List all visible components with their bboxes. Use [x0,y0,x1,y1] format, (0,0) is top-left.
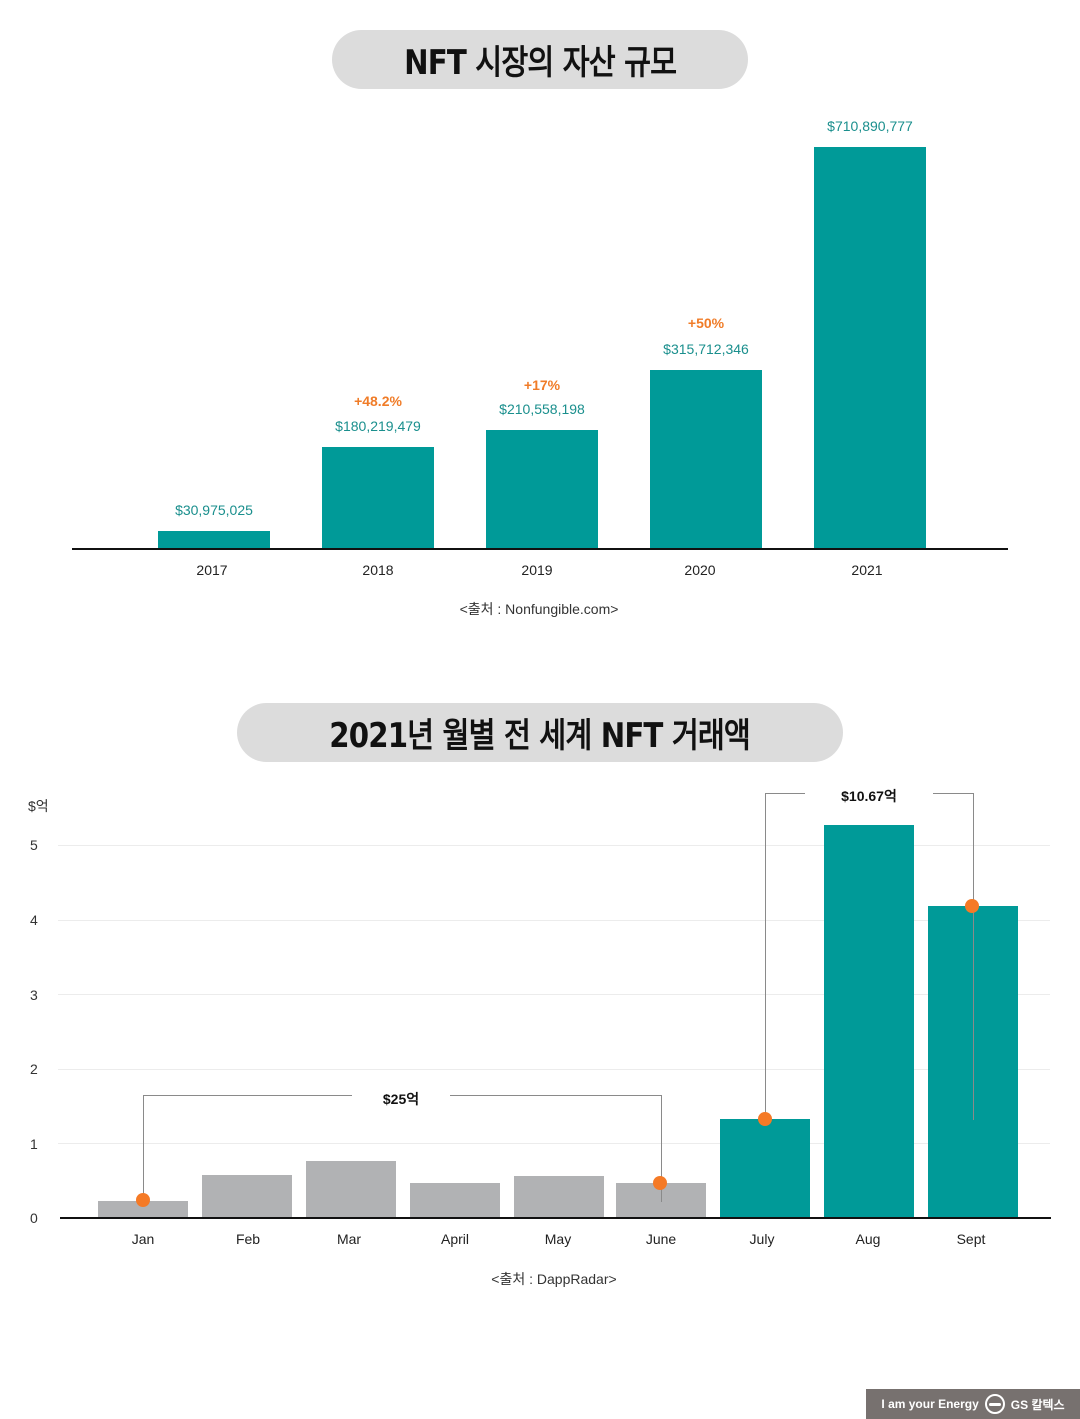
chart2-source: <출처 : DappRadar> [491,1271,617,1287]
y-tick-label: 2 [30,1061,38,1077]
chart1-title-text: NFT 시장의 자산 규모 [403,43,677,83]
bar-feb [202,1175,292,1218]
bracket-jan-june-label: $25억 [352,1089,450,1109]
x-tick-label: 2018 [362,562,394,578]
chart2-title-text: 2021년 월별 전 세계 NFT 거래액 [329,716,752,756]
footer-brand: GS 칼텍스 [1010,1397,1065,1412]
gridline [58,845,1050,846]
bar-value-label: $315,712,346 [663,341,749,357]
bar-value-label: $210,558,198 [499,401,585,417]
bar-jan [98,1201,188,1218]
growth-label: +48.2% [354,393,402,409]
gs-logo-icon [984,1394,1005,1414]
y-tick-label: 1 [30,1136,38,1152]
bar-2020 [650,370,762,549]
footer-brand-bar: I am your Energy GS 칼텍스 [866,1389,1080,1419]
bar-value-label: $710,890,777 [827,118,913,134]
growth-label: +50% [687,315,725,331]
y-tick-label: 3 [30,987,38,1003]
bracket-july-sept-label: $10.67억 [805,786,933,806]
marker-dot-sept [965,899,979,913]
marker-dot-jan [136,1193,150,1207]
bar-may [514,1176,604,1218]
x-axis [60,1217,1051,1219]
x-tick-label: Jan [131,1231,155,1247]
bar-april [410,1183,500,1218]
x-tick-label: 2020 [684,562,716,578]
chart1-title: NFT 시장의 자산 규모 [332,30,748,89]
y-tick-label: 0 [30,1210,38,1226]
chart1-source: <출처 : Nonfungible.com> [459,601,619,617]
x-tick-label: 2021 [851,562,883,578]
bar-2018 [322,447,434,549]
bar-mar [306,1161,396,1218]
growth-label: +17% [523,377,561,393]
gridline [58,920,1050,921]
x-tick-label: Sept [956,1231,986,1247]
x-tick-label: 2017 [196,562,228,578]
footer-slogan: I am your Energy [881,1397,979,1411]
y-tick-label: 5 [30,837,38,853]
bracket-jan-june [143,1095,662,1202]
bracket-july-sept [765,793,974,1120]
gridline [58,994,1050,995]
gridline [58,1143,1050,1144]
bar-2021 [814,147,926,549]
gridline [58,1069,1050,1070]
marker-dot-june [653,1176,667,1190]
bar-aug [824,825,914,1218]
bar-2017 [158,531,270,549]
marker-dot-july [758,1112,772,1126]
x-tick-label: July [749,1231,775,1247]
y-axis-unit: $억 [28,798,49,814]
y-tick-label: 4 [30,912,38,928]
x-tick-label: May [544,1231,572,1247]
bar-july [720,1119,810,1218]
bar-2019 [486,430,598,549]
x-tick-label: June [645,1231,677,1247]
chart2-title: 2021년 월별 전 세계 NFT 거래액 [237,703,843,762]
x-tick-label: 2019 [521,562,553,578]
x-tick-label: Mar [336,1231,362,1247]
bar-value-label: $30,975,025 [175,502,253,518]
x-axis [72,548,1008,550]
x-tick-label: Feb [235,1231,261,1247]
x-tick-label: Aug [855,1231,881,1247]
x-tick-label: April [440,1231,469,1247]
bar-value-label: $180,219,479 [335,418,421,434]
